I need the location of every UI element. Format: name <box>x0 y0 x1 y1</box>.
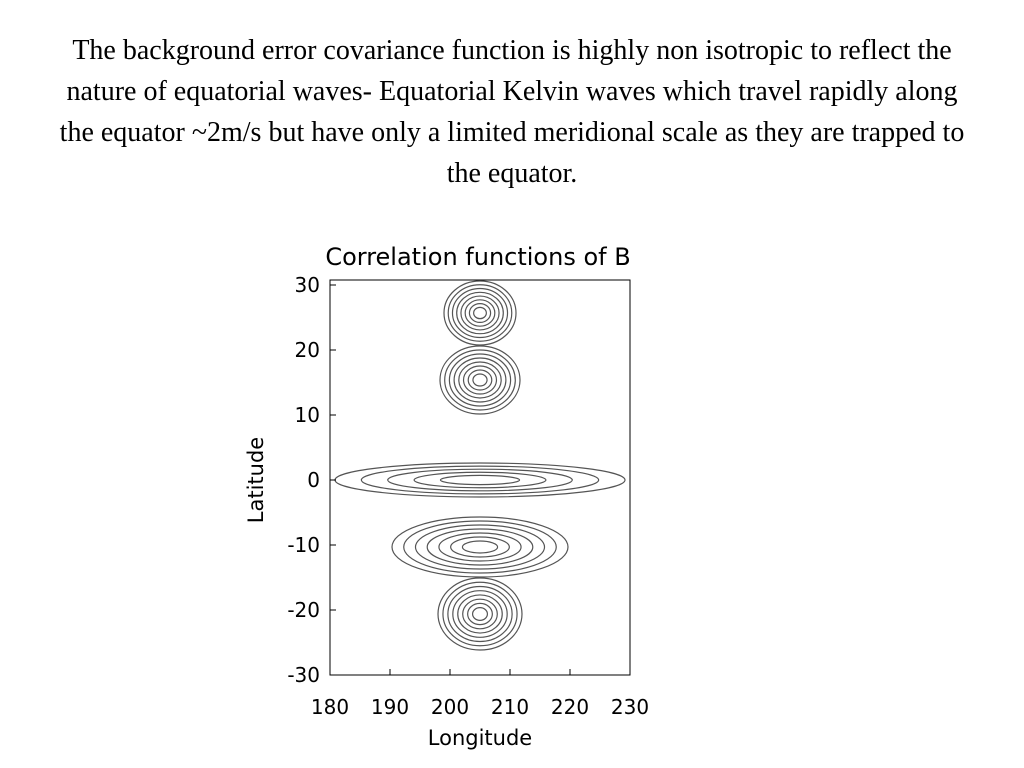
x-tick-label: 210 <box>491 695 529 719</box>
contour <box>457 594 503 634</box>
contour <box>458 361 502 399</box>
contour <box>460 295 500 331</box>
x-tick-label: 230 <box>611 695 649 719</box>
contour <box>444 349 516 411</box>
contour <box>467 602 493 626</box>
y-tick-label: 10 <box>295 403 320 427</box>
x-tick-label: 200 <box>431 695 469 719</box>
contour <box>447 284 513 342</box>
contour <box>450 536 510 558</box>
contour <box>442 581 518 647</box>
contour <box>437 577 523 651</box>
x-axis-label: Longitude <box>428 726 532 750</box>
contour <box>439 474 521 486</box>
contour <box>413 471 547 489</box>
contour <box>360 465 600 495</box>
y-tick-label: -10 <box>287 533 320 557</box>
plot-frame <box>329 279 631 676</box>
contour <box>451 287 509 339</box>
figure-title: Correlation functions of B <box>325 243 630 271</box>
contour <box>452 590 508 638</box>
contour <box>439 345 521 415</box>
contour <box>391 516 569 578</box>
contour <box>443 280 517 346</box>
contour <box>334 462 626 498</box>
contour <box>448 353 512 407</box>
contour <box>462 598 498 630</box>
contour <box>426 528 534 566</box>
contour <box>438 532 522 562</box>
contour <box>473 306 487 320</box>
contour <box>468 302 492 324</box>
contour <box>467 369 493 391</box>
y-axis-label: Latitude <box>244 437 268 523</box>
y-tick-label: -20 <box>287 598 320 622</box>
contour <box>456 291 504 335</box>
x-tick-label: 180 <box>311 695 349 719</box>
contour <box>472 373 488 387</box>
contour <box>464 299 496 327</box>
contour <box>471 607 489 621</box>
contour <box>447 585 513 643</box>
x-tick-label: 220 <box>551 695 589 719</box>
contour <box>403 520 557 574</box>
y-tick-label: 30 <box>295 273 320 297</box>
contour <box>414 524 546 570</box>
x-tick-label: 190 <box>371 695 409 719</box>
contour <box>453 357 507 403</box>
paragraph: The background error covariance function… <box>59 35 965 189</box>
y-tick-label: -30 <box>287 663 320 687</box>
y-tick-label: 20 <box>295 338 320 362</box>
contour <box>387 468 573 492</box>
contours <box>334 280 626 651</box>
contour <box>461 540 499 554</box>
y-tick-label: 0 <box>307 468 320 492</box>
contour <box>462 365 498 395</box>
